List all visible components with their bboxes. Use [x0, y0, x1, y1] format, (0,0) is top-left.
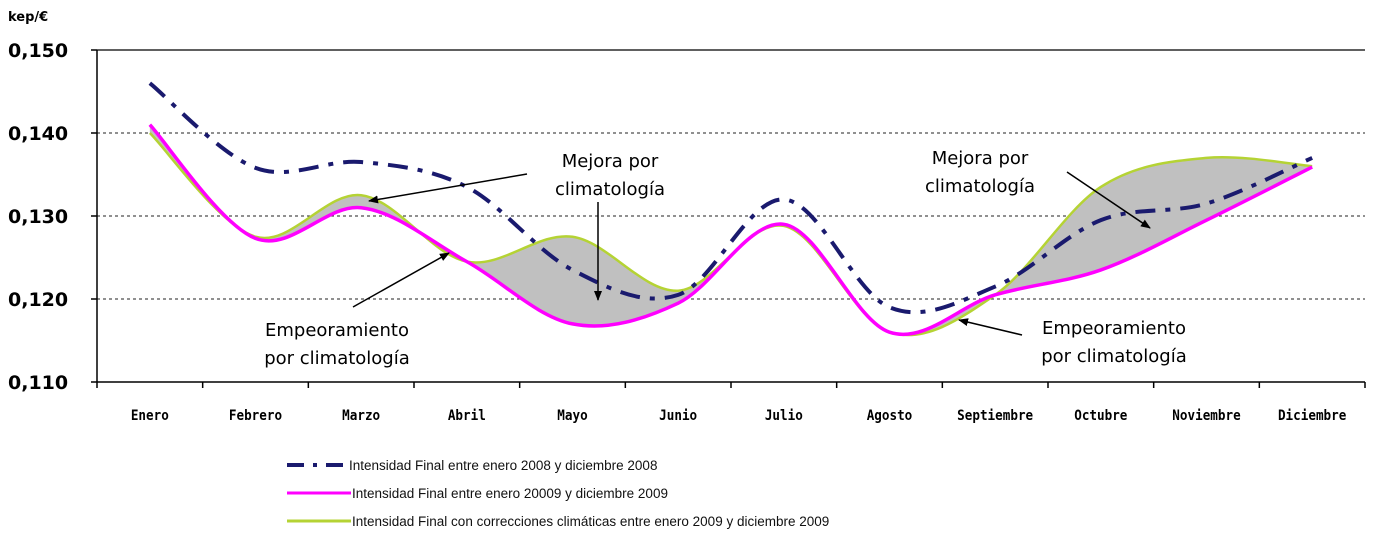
annotation-mejora-left: Mejora por climatología [555, 151, 665, 200]
annotation-empeoramiento-left: Empeoramiento por climatología [264, 320, 410, 369]
annotation-line: Mejora por [562, 151, 659, 172]
x-tick-label: Noviembre [1172, 408, 1240, 424]
x-tick-label: Abril [448, 408, 486, 424]
series-line [148, 123, 1313, 336]
x-tick-label: Agosto [867, 408, 913, 424]
x-tick-label: Julio [765, 408, 803, 424]
series-lines [148, 81, 1313, 337]
legend-label: Intensidad Final entre enero 2008 y dici… [349, 458, 657, 473]
y-tick-label: 0,140 [8, 123, 68, 145]
y-tick-label: 0,120 [8, 289, 68, 311]
x-tick-label: Mayo [557, 408, 587, 424]
annotation-arrow [368, 173, 528, 204]
x-tick-label: Diciembre [1278, 408, 1346, 424]
x-tick-label: Febrero [229, 408, 282, 424]
annotation-line: climatología [555, 179, 665, 200]
y-tick-labels: 0,110 0,120 0,130 0,140 0,150 [8, 40, 97, 394]
annotation-arrow [958, 318, 1023, 336]
series-line [148, 81, 1313, 315]
annotation-line: por climatología [264, 348, 410, 369]
annotation-line: Empeoramiento [265, 320, 409, 341]
x-tick-labels: Enero Febrero Marzo Abril Mayo Junio Julio Agos… [131, 408, 1347, 424]
annotation-line: climatología [925, 176, 1035, 197]
x-tick-label: Junio [659, 408, 697, 424]
y-tick-label: 0,110 [8, 372, 68, 394]
legend: Intensidad Final entre enero 2008 y dici… [287, 458, 829, 529]
x-ticks [96, 382, 1366, 388]
x-tick-label: Septiembre [957, 408, 1033, 424]
legend-item-2009: Intensidad Final entre enero 20009 y dic… [287, 486, 668, 501]
x-tick-label: Marzo [342, 408, 380, 424]
y-tick-label: 0,130 [8, 206, 68, 228]
legend-label: Intensidad Final entre enero 20009 y dic… [352, 486, 668, 501]
legend-label: Intensidad Final con correcciones climát… [352, 514, 829, 529]
annotation-arrow [352, 252, 450, 308]
x-tick-label: Octubre [1074, 408, 1127, 424]
annotation-line: Empeoramiento [1042, 318, 1186, 339]
annotation-line: Mejora por [932, 148, 1029, 169]
annotation-arrow [1066, 171, 1151, 229]
x-tick-label: Enero [131, 408, 169, 424]
annotation-line: por climatología [1041, 346, 1187, 367]
climate-correction-shading [149, 124, 1313, 336]
y-tick-label: 0,150 [8, 40, 68, 62]
legend-item-2008: Intensidad Final entre enero 2008 y dici… [287, 458, 657, 473]
annotation-mejora-right: Mejora por climatología [925, 148, 1035, 197]
legend-item-corrected: Intensidad Final con correcciones climát… [287, 514, 829, 529]
annotation-empeoramiento-right: Empeoramiento por climatología [1041, 318, 1187, 367]
y-unit-label: kep/€ [8, 10, 48, 25]
